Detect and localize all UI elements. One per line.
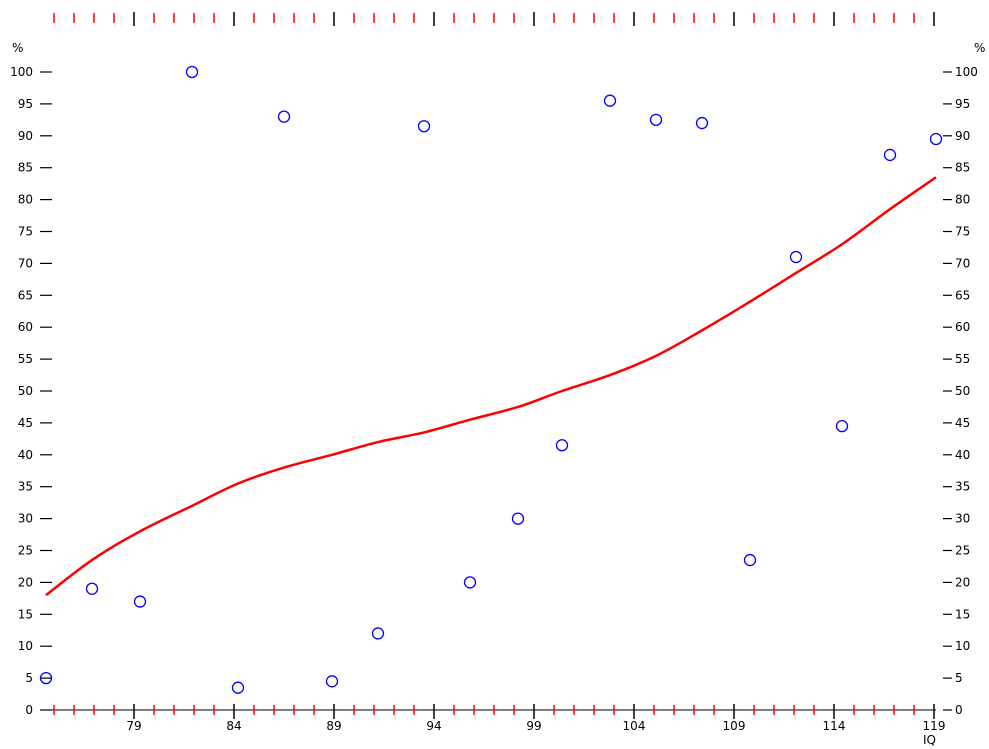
trend-curve [45,176,937,597]
y-tick-label-left: 50 [18,384,33,398]
y-tick-label-right: 60 [955,320,970,334]
y-tick-label-left: 20 [18,575,33,589]
y-tick-label-left: 25 [18,544,33,558]
y-tick-label-right: 55 [955,352,970,366]
data-point [789,250,803,264]
y-tick-label-left: 85 [18,161,33,175]
data-point [743,553,757,567]
data-point [85,582,99,595]
y-tick-label-right: 25 [955,544,970,558]
x-tick-label: 109 [723,719,746,733]
y-tick-label-right: 10 [955,639,970,653]
y-tick-label-left: 5 [25,671,33,685]
y-tick-label-right: 90 [955,129,970,143]
data-point [417,120,431,133]
y-tick-label-right: 0 [955,703,963,717]
data-point [185,65,199,79]
y-tick-label-right: 45 [955,416,970,430]
x-tick-label: 79 [126,719,141,733]
data-point [883,148,897,162]
x-tick-label: 84 [226,719,241,733]
y-tick-label-right: 50 [955,384,970,398]
x-tick-label: 104 [623,719,646,733]
y-tick-label-left: 35 [18,480,33,494]
y-tick-label-left: 65 [18,288,33,302]
data-point [39,671,53,685]
data-point [371,627,385,640]
x-tick-label: 99 [526,719,541,733]
data-point [695,116,709,130]
y-tick-label-right: 85 [955,161,970,175]
y-unit-label-left: % [12,41,23,55]
data-points-group [39,65,943,694]
y-tick-label-right: 20 [955,575,970,589]
y-tick-label-right: 80 [955,193,970,207]
y-tick-label-left: 15 [18,607,33,621]
data-point [929,132,943,146]
data-point [649,113,663,126]
y-tick-label-right: 15 [955,607,970,621]
y-tick-label-left: 95 [18,97,33,111]
x-tick-label: 119 [923,719,946,733]
x-tick-label: 89 [326,719,341,733]
y-tick-label-left: 70 [18,256,33,270]
y-tick-label-left: 55 [18,352,33,366]
x-axis-label: IQ [923,733,936,747]
y-tick-label-left: 30 [18,512,33,526]
data-point [463,576,477,589]
y-tick-label-right: 30 [955,512,970,526]
y-tick-label-right: 65 [955,288,970,302]
data-point [133,595,147,608]
y-unit-label-right: % [974,41,985,55]
y-tick-label-left: 80 [18,193,33,207]
data-point [325,675,339,688]
data-point [277,110,291,123]
y-tick-label-right: 75 [955,225,970,239]
y-tick-label-right: 5 [955,671,963,685]
data-point [603,94,617,107]
x-tick-label: 94 [426,719,441,733]
data-point [231,681,245,694]
trend-curve-group [45,176,937,597]
y-tick-label-right: 40 [955,448,970,462]
y-tick-label-left: 10 [18,639,33,653]
y-tick-label-right: 100 [955,65,978,79]
y-tick-label-left: 45 [18,416,33,430]
data-point [511,512,525,525]
y-tick-label-right: 35 [955,480,970,494]
y-tick-label-right: 95 [955,97,970,111]
y-tick-label-right: 70 [955,256,970,270]
y-tick-label-left: 60 [18,320,33,334]
y-tick-label-left: 75 [18,225,33,239]
y-tick-label-left: 40 [18,448,33,462]
x-tick-label: 114 [823,719,846,733]
data-point [555,439,569,452]
data-point [835,419,849,433]
y-tick-label-left: 0 [25,703,33,717]
y-tick-label-left: 90 [18,129,33,143]
y-tick-label-left: 100 [10,65,33,79]
